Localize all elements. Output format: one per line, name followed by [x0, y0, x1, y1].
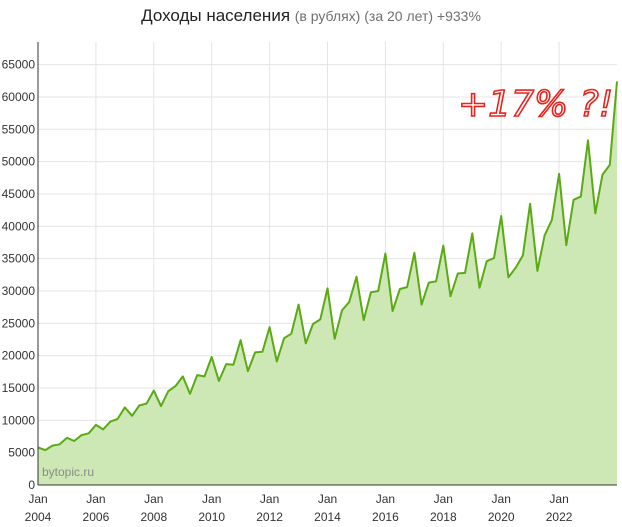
axes — [37, 42, 617, 486]
x-tick-label-year: 2012 — [256, 510, 283, 524]
chart-subtitle: (в рублях) (за 20 лет) +933% — [294, 8, 481, 24]
x-tick-label-year: 2016 — [372, 510, 399, 524]
x-tick-label-month: Jan — [549, 492, 568, 506]
x-tick-label-year: 2022 — [546, 510, 573, 524]
y-tick-label: 20000 — [2, 349, 36, 363]
x-tick-label-year: 2014 — [314, 510, 341, 524]
y-tick-label: 30000 — [2, 284, 36, 298]
x-tick-label-month: Jan — [28, 492, 47, 506]
x-tick-label-year: 2020 — [488, 510, 515, 524]
y-tick-label: 45000 — [2, 187, 36, 201]
tick-labels: 0 5000 10000 15000 20000 25000 30000 35000 40000… — [2, 58, 573, 524]
y-tick-label: 0 — [28, 478, 35, 492]
watermark-text: bytopic.ru — [42, 465, 94, 479]
area-layer — [37, 81, 618, 486]
y-tick-label: 50000 — [2, 155, 36, 169]
x-tick-label-month: Jan — [260, 492, 279, 506]
x-tick-label-year: 2004 — [25, 510, 52, 524]
x-tick-label-month: Jan — [202, 492, 221, 506]
y-tick-label: 25000 — [2, 316, 36, 330]
x-tick-label-month: Jan — [318, 492, 337, 506]
chart-title: Доходы населения (в рублях) (за 20 лет) … — [0, 6, 622, 26]
x-tick-label-month: Jan — [492, 492, 511, 506]
series-area-fill — [38, 81, 617, 486]
x-tick-label-year: 2006 — [83, 510, 110, 524]
series-line — [37, 81, 618, 452]
y-tick-label: 60000 — [2, 90, 36, 104]
annotation-text: +17% ?! — [458, 84, 613, 125]
y-tick-label: 40000 — [2, 219, 36, 233]
x-tick-label-year: 2008 — [140, 510, 167, 524]
x-tick-label-year: 2018 — [430, 510, 457, 524]
x-tick-label-month: Jan — [144, 492, 163, 506]
x-tick-label-month: Jan — [86, 492, 105, 506]
y-tick-label: 55000 — [2, 122, 36, 136]
y-tick-label: 35000 — [2, 252, 36, 266]
chart-title-main: Доходы населения — [141, 6, 291, 25]
y-tick-label: 15000 — [2, 381, 36, 395]
x-tick-label-month: Jan — [434, 492, 453, 506]
y-tick-label: 65000 — [2, 58, 36, 72]
x-tick-label-month: Jan — [376, 492, 395, 506]
x-tick-label-year: 2010 — [198, 510, 225, 524]
y-tick-label: 5000 — [8, 446, 35, 460]
y-tick-label: 10000 — [2, 413, 36, 427]
